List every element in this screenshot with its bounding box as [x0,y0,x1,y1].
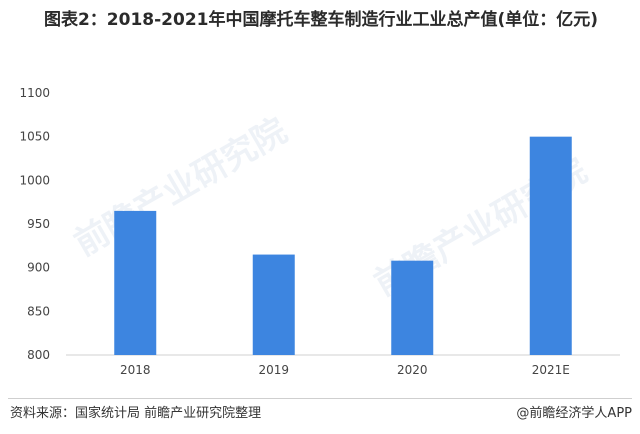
bar-2019 [252,254,295,355]
bar-2021E [529,136,572,355]
y-tick-label: 900 [27,261,50,275]
brand-label: @前瞻经济学人APP [516,406,632,421]
y-tick-label: 850 [27,304,50,318]
x-tick-label: 2018 [120,363,151,377]
x-tick-label: 2019 [258,363,289,377]
bar-2018 [114,210,157,355]
y-tick-label: 1000 [19,173,50,187]
footer-divider [8,398,632,399]
y-axis: 800 850 900 950 1000 1050 1100 [19,86,50,362]
y-tick-label: 1050 [19,130,50,144]
y-tick-label: 1100 [19,86,50,100]
x-axis: 2018 2019 2020 2021E [120,363,570,377]
bar-2020 [391,260,434,355]
bars [114,136,572,355]
x-tick-label: 2020 [397,363,428,377]
y-tick-label: 800 [27,348,50,362]
x-tick-label: 2021E [532,363,570,377]
chart-title: 图表2：2018-2021年中国摩托车整车制造行业工业总产值(单位：亿元) [43,10,599,30]
y-tick-label: 950 [27,217,50,231]
source-note: 资料来源：国家统计局 前瞻产业研究院整理 [10,406,262,421]
